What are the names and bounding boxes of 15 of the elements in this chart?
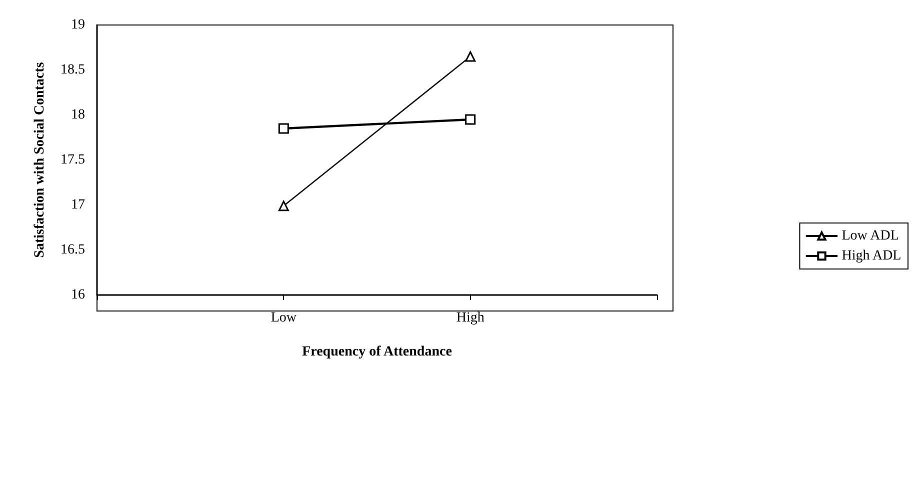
y-tick-label: 18.5 [60, 62, 85, 78]
x-tick-label: Low [270, 310, 298, 326]
x-tick-label: High [456, 310, 484, 326]
y-tick-label: 18 [71, 108, 85, 122]
point [278, 123, 289, 134]
y-tick-label: 16.5 [60, 242, 85, 258]
x-axis-title: Frequency of Attendance [302, 344, 452, 360]
y-tick-label: 17 [71, 198, 85, 212]
y-tick-label: 16 [71, 288, 85, 302]
y-tick-label: 17.5 [60, 152, 85, 168]
legend-label: Low ADL [842, 228, 899, 244]
y-axis-title: Satisfaction with Social Contacts [32, 62, 48, 258]
y-tick-label: 19 [71, 18, 85, 32]
point [465, 114, 476, 125]
legend-label: High ADL [842, 248, 902, 264]
